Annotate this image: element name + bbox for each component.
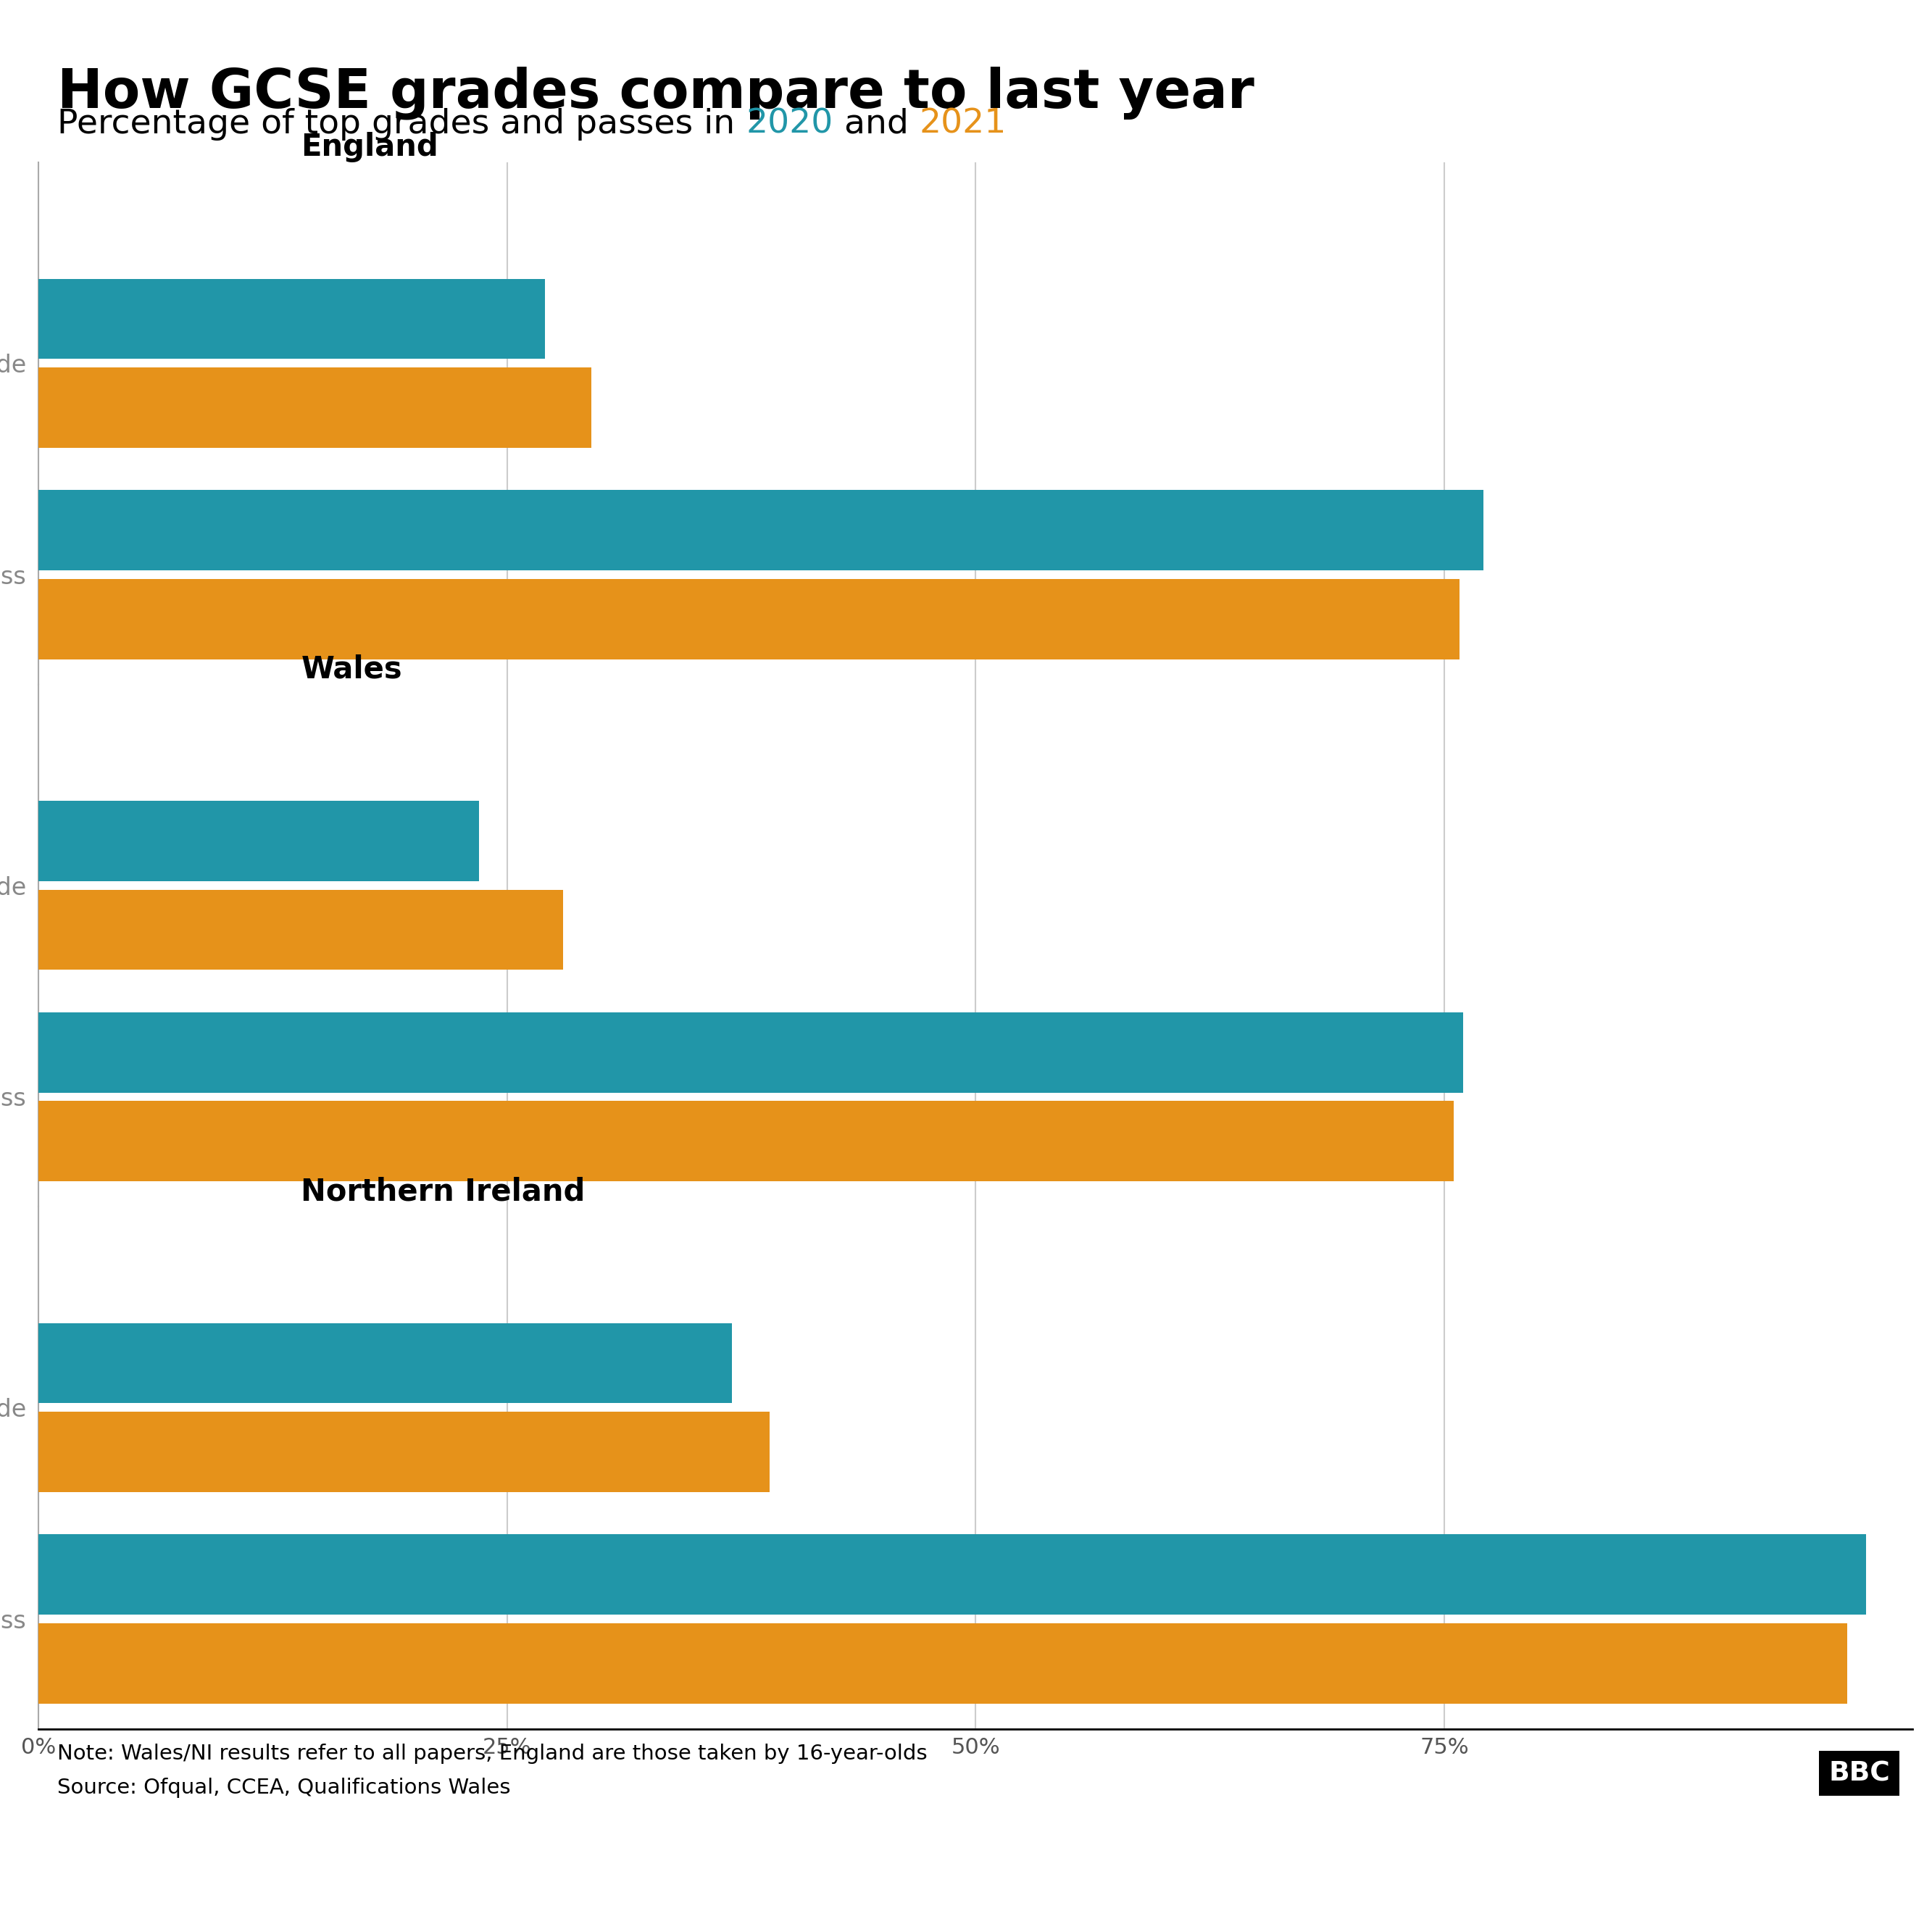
Text: England: England [301,131,439,162]
Bar [39,802,479,881]
Bar [39,889,564,970]
Text: 2021: 2021 [920,108,1007,141]
Text: BBC: BBC [1830,1760,1889,1787]
Text: 2020: 2020 [746,108,833,141]
Bar [39,1012,1463,1094]
Bar [39,1101,1453,1180]
Bar [39,1323,732,1403]
Bar [39,580,1459,659]
Text: Northern Ireland: Northern Ireland [301,1177,585,1208]
Text: Percentage of top grades and passes in: Percentage of top grades and passes in [58,108,746,141]
Text: Source: Ofqual, CCEA, Qualifications Wales: Source: Ofqual, CCEA, Qualifications Wal… [58,1777,510,1799]
Text: How GCSE grades compare to last year: How GCSE grades compare to last year [58,66,1254,120]
Bar [39,367,591,448]
Bar [39,278,545,359]
Bar [39,1623,1847,1704]
Text: Note: Wales/NI results refer to all papers, England are those taken by 16-year-o: Note: Wales/NI results refer to all pape… [58,1745,927,1764]
Bar [39,491,1484,570]
Text: and: and [833,108,920,141]
Text: Wales: Wales [301,655,402,684]
Bar [39,1412,769,1492]
Bar [39,1534,1866,1615]
